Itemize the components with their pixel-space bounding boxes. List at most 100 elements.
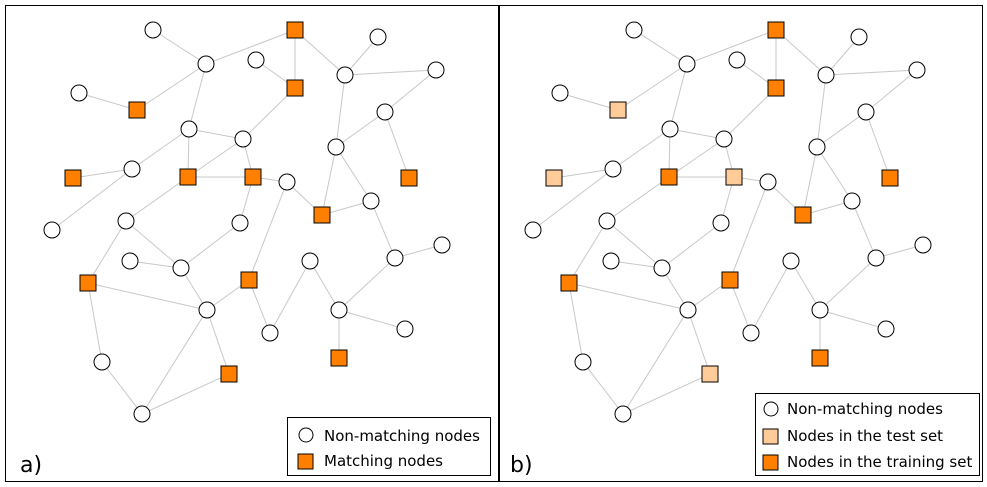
non-matching-node [759,173,777,191]
graph-edge [125,220,182,269]
non-matching-node [117,212,135,230]
graph-edge [816,111,867,148]
graph-edge [87,282,208,311]
panel-b-legend: Non-matching nodes Nodes in the test set… [755,393,980,476]
graph-edge [72,168,133,179]
non-matching-node [234,130,252,148]
panel-a-legend-item-1: Matching nodes [324,452,443,470]
non-matching-node [427,61,445,79]
graph-edge [582,361,624,415]
graph-edge [816,146,853,202]
matching-node [313,206,331,224]
graph-edge [384,69,437,113]
non-matching-node [376,103,394,121]
non-matching-node [93,353,111,371]
graph-edge [606,176,670,222]
training-set-node [721,271,739,289]
non-matching-node [742,324,760,342]
graph-edge [633,29,688,65]
non-matching-node [278,173,296,191]
panel-b-nodes [524,21,932,423]
graph-edge [865,69,918,113]
graph-edge [612,128,671,170]
matching-node [240,271,258,289]
non-matching-node [43,221,61,239]
matching-node [179,168,197,186]
graph-edge [790,260,821,311]
non-matching-node [524,221,542,239]
graph-edge [622,373,711,415]
graph-edge [370,200,396,259]
non-matching-node [661,120,679,138]
graph-edge [723,87,777,140]
graph-edge [687,309,711,375]
panel-b-label: b) [510,453,533,478]
graph-edge [532,168,614,231]
panel-b: b) Non-matching nodes Nodes in the test … [499,5,983,482]
graph-edge [669,128,725,140]
graph-edge [125,176,189,222]
non-matching-node [70,84,88,102]
graph-edge [141,373,230,415]
graph-edge [669,63,688,130]
matching-node [286,21,304,39]
matching-node [286,79,304,97]
graph-edge [335,111,386,148]
non-matching-node [144,21,162,39]
non-matching-node [327,138,345,156]
graph-edge [269,260,311,334]
training-set-node [560,274,578,292]
graph-edge [338,309,406,330]
training-set-node [811,349,829,367]
graph-edge [248,279,271,334]
graph-edge [622,309,689,415]
non-matching-node [817,66,835,84]
graph-edge [384,111,410,179]
graph-edge [321,146,337,216]
graph-edge [568,282,584,363]
panel-a-frame [5,5,499,482]
non-matching-node [247,51,265,69]
graph-edge [802,146,818,216]
legend-light-square-icon [762,428,779,445]
graph-edge [309,260,340,311]
panel-b-legend-item-1: Nodes in the test set [787,427,943,445]
test-set-node [701,365,719,383]
non-matching-node [198,301,216,319]
graph-edge [187,138,244,178]
matching-node [79,274,97,292]
graph-edge [559,92,619,111]
non-matching-node [330,301,348,319]
non-matching-node [811,301,829,319]
training-set-node [660,168,678,186]
non-matching-node [598,212,616,230]
non-matching-node [231,214,249,232]
graph-edge [568,282,689,311]
non-matching-node [679,301,697,319]
non-matching-node [782,252,800,270]
graph-edge [825,69,918,76]
graph-edge [729,279,752,334]
non-matching-node [336,66,354,84]
panel-b-legend-item-0: Non-matching nodes [787,400,943,418]
training-set-node [881,169,899,187]
legend-orange-square-icon [297,453,314,470]
non-matching-node [172,259,190,277]
non-matching-node [712,214,730,232]
non-matching-node [678,55,696,73]
panel-a-legend: Non-matching nodes Matching nodes [287,417,491,476]
graph-edge [188,63,207,130]
matching-node [330,349,348,367]
panel-a-legend-box [287,417,491,476]
non-matching-node [625,21,643,39]
graph-edge [568,220,608,284]
non-matching-node [602,252,620,270]
graph-edge [617,63,688,111]
non-matching-node [857,103,875,121]
graph-edge [141,309,208,415]
matching-node [128,101,146,119]
graph-edge [180,222,241,269]
graph-edge [188,128,244,140]
graph-edge [606,220,663,269]
graph-edge [661,222,722,269]
